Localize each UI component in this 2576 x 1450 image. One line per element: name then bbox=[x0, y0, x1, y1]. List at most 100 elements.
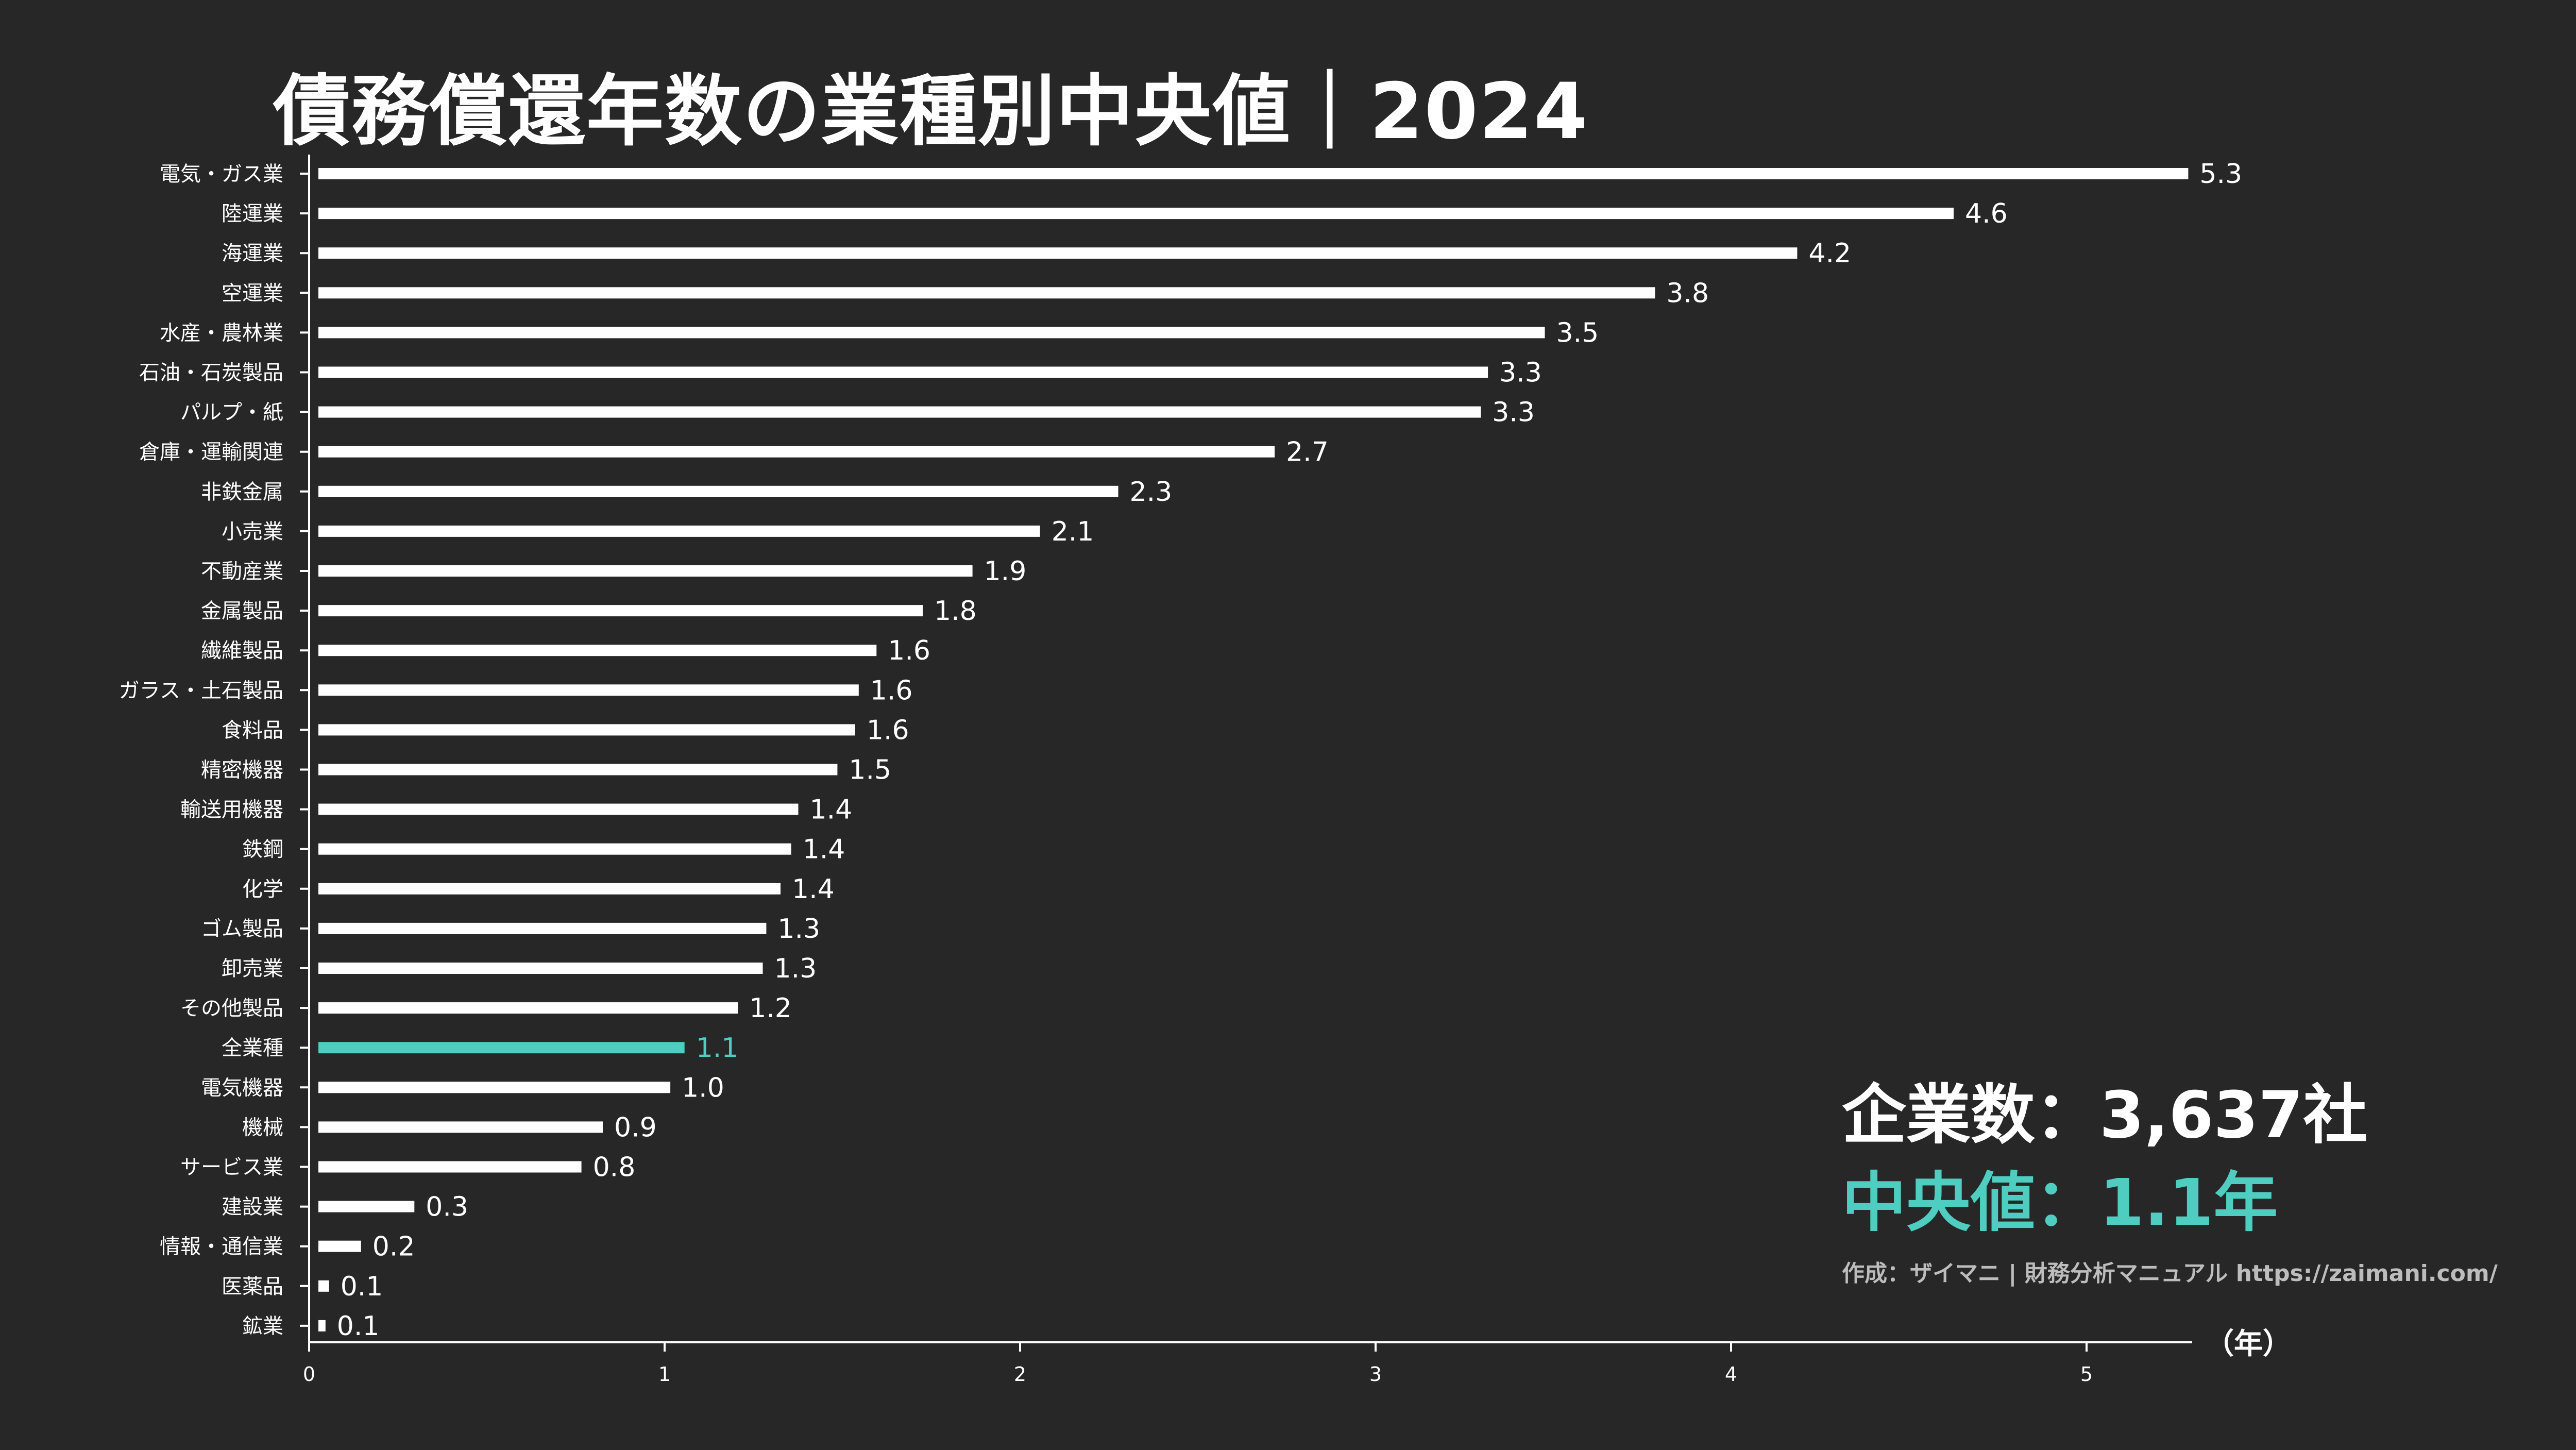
value-label: 0.3 bbox=[426, 1192, 468, 1223]
bar bbox=[318, 922, 767, 934]
category-label: ゴム製品 bbox=[201, 917, 283, 941]
company-count: 企業数：3,637社 bbox=[1842, 1072, 2498, 1159]
category-label: 陸運業 bbox=[222, 202, 283, 226]
category-label: 空運業 bbox=[222, 281, 283, 305]
bar bbox=[318, 287, 1655, 299]
value-label: 2.3 bbox=[1130, 477, 1173, 508]
x-axis-unit-label: （年） bbox=[2205, 1327, 2292, 1361]
category-label: 電気・ガス業 bbox=[160, 162, 283, 186]
category-label: ガラス・土石製品 bbox=[119, 679, 283, 702]
category-label: 化学 bbox=[242, 878, 283, 901]
x-tick-label: 0 bbox=[303, 1363, 315, 1386]
category-label: 精密機器 bbox=[201, 758, 283, 782]
value-label: 1.6 bbox=[870, 675, 913, 706]
bar bbox=[318, 168, 2189, 179]
category-label: 医薬品 bbox=[222, 1275, 283, 1299]
bar bbox=[318, 1082, 671, 1093]
category-label: 鉱業 bbox=[242, 1314, 283, 1338]
category-label: 卸売業 bbox=[222, 957, 283, 981]
bar bbox=[318, 883, 781, 895]
category-label: 機械 bbox=[242, 1116, 283, 1139]
bar bbox=[318, 1002, 738, 1014]
bar bbox=[318, 366, 1488, 378]
value-label: 1.3 bbox=[774, 953, 817, 984]
bar bbox=[318, 684, 859, 696]
bar bbox=[318, 1201, 415, 1212]
company-count-value: 3,637社 bbox=[2099, 1078, 2368, 1153]
bar bbox=[318, 645, 877, 656]
bar bbox=[318, 1240, 361, 1252]
summary-panel: 企業数：3,637社 中央値：1.1年 作成：ザイマニ | 財務分析マニュアル … bbox=[1842, 1072, 2498, 1288]
bar bbox=[318, 764, 838, 775]
value-label: 3.3 bbox=[1492, 397, 1535, 428]
value-label: 2.7 bbox=[1286, 437, 1329, 468]
value-label: 1.4 bbox=[792, 874, 835, 905]
overall-median: 中央値：1.1年 bbox=[1842, 1159, 2498, 1247]
value-label: 1.6 bbox=[888, 635, 930, 666]
bar bbox=[318, 406, 1481, 418]
bar bbox=[318, 485, 1118, 497]
value-label: 1.0 bbox=[682, 1072, 724, 1103]
value-label: 1.8 bbox=[934, 596, 977, 627]
bar bbox=[318, 1320, 326, 1331]
category-label: 情報・通信業 bbox=[160, 1235, 283, 1259]
value-label: 1.1 bbox=[696, 1033, 739, 1064]
bar bbox=[318, 565, 973, 577]
bar bbox=[318, 605, 923, 617]
value-label: 1.5 bbox=[849, 755, 891, 786]
category-label: 食料品 bbox=[222, 718, 283, 742]
value-label: 2.1 bbox=[1052, 516, 1094, 547]
category-label: 小売業 bbox=[222, 520, 283, 544]
category-label: 海運業 bbox=[222, 242, 283, 265]
value-label: 1.3 bbox=[777, 914, 820, 945]
x-tick-label: 5 bbox=[2080, 1363, 2093, 1386]
bar bbox=[318, 1280, 329, 1292]
overall-median-label: 中央値： bbox=[1842, 1166, 2099, 1240]
bar bbox=[318, 1121, 603, 1133]
value-label: 1.4 bbox=[810, 795, 853, 825]
category-label: 建設業 bbox=[222, 1195, 283, 1219]
category-label: 鉄鋼 bbox=[242, 838, 283, 862]
category-label: サービス業 bbox=[180, 1156, 283, 1179]
bars-group: 電気・ガス業 5.3 陸運業 4.6 海運業 4.2 空運業 3.8 水産・農林業 3.5 石油・石… bbox=[119, 159, 2242, 1342]
category-label: 金属製品 bbox=[201, 599, 283, 623]
x-tick-label: 4 bbox=[1725, 1363, 1737, 1386]
category-label: 水産・農林業 bbox=[160, 321, 283, 345]
category-label: 繊維製品 bbox=[201, 639, 283, 663]
chart-title: 債務償還年数の業種別中央値｜2024 bbox=[273, 67, 1589, 157]
source-credit: 作成：ザイマニ | 財務分析マニュアル https://zaimani.com/ bbox=[1842, 1260, 2498, 1287]
bar bbox=[318, 446, 1275, 458]
category-label: パルプ・紙 bbox=[180, 401, 283, 425]
value-label: 1.4 bbox=[803, 834, 845, 865]
x-tick-label: 1 bbox=[658, 1363, 671, 1386]
bar bbox=[318, 1161, 582, 1173]
x-axis: 0 1 2 3 4 5 （年） bbox=[303, 155, 2292, 1386]
category-label: 非鉄金属 bbox=[201, 480, 283, 504]
value-label: 0.2 bbox=[372, 1232, 415, 1262]
overall-median-value: 1.1年 bbox=[2099, 1166, 2278, 1240]
category-label: 全業種 bbox=[222, 1036, 283, 1060]
value-label: 0.8 bbox=[593, 1152, 636, 1183]
bar bbox=[318, 843, 791, 855]
value-label: 4.2 bbox=[1808, 238, 1851, 269]
value-label: 1.6 bbox=[867, 715, 909, 746]
category-label: その他製品 bbox=[180, 997, 283, 1020]
value-label: 1.2 bbox=[749, 993, 792, 1024]
value-label: 3.3 bbox=[1499, 358, 1542, 389]
value-label: 1.9 bbox=[984, 556, 1027, 587]
category-label: 不動産業 bbox=[201, 560, 283, 583]
category-label: 輸送用機器 bbox=[180, 798, 283, 822]
value-label: 3.5 bbox=[1556, 317, 1599, 348]
value-label: 0.1 bbox=[341, 1271, 383, 1302]
value-label: 0.1 bbox=[337, 1311, 380, 1342]
x-tick-label: 3 bbox=[1369, 1363, 1382, 1386]
category-label: 石油・石炭製品 bbox=[139, 361, 283, 385]
bar bbox=[318, 247, 1798, 259]
bar bbox=[318, 724, 855, 736]
value-label: 4.6 bbox=[1965, 198, 2008, 229]
value-label: 0.9 bbox=[614, 1112, 657, 1143]
bar bbox=[318, 525, 1040, 537]
value-label: 3.8 bbox=[1666, 278, 1709, 309]
bar bbox=[318, 963, 763, 974]
company-count-label: 企業数： bbox=[1842, 1078, 2099, 1153]
